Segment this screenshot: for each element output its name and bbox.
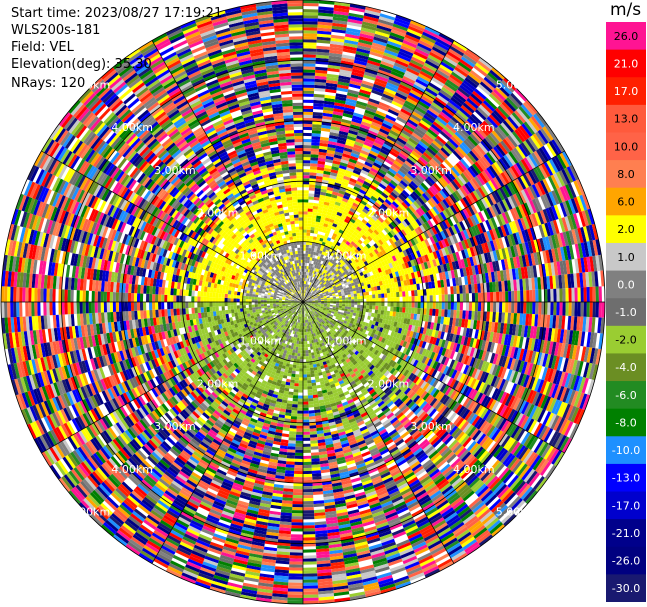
colorbar-tick-label: -13.0 xyxy=(612,472,640,485)
colorbar-tick-label: -26.0 xyxy=(612,555,640,568)
colorbar-tick-label: -21.0 xyxy=(612,527,640,540)
colorbar-bin xyxy=(606,408,646,437)
colorbar-bin xyxy=(606,132,646,161)
range-ring-label: 1.00km xyxy=(325,335,367,348)
range-ring-label: 1.00km xyxy=(325,249,367,262)
azimuth-line xyxy=(302,301,565,454)
colorbar-unit: m/s xyxy=(610,0,642,20)
colorbar-bin xyxy=(606,491,646,520)
colorbar-bin xyxy=(606,104,646,133)
azimuth-lines xyxy=(1,0,605,604)
azimuth-line xyxy=(151,301,304,564)
colorbar: 26.0 21.0 17.0 13.0 10.0 8.0 6.0 2.0 1.0 0.0 -1.0 -… xyxy=(606,22,646,602)
colorbar-tick-label: 8.0 xyxy=(617,168,635,181)
range-ring-label: 3.00km xyxy=(154,164,196,177)
range-ring-label: 4.00km xyxy=(453,121,495,134)
colorbar-bin xyxy=(606,187,646,216)
scan-info: Start time: 2023/08/27 17:19:21 WLS200s-… xyxy=(11,5,222,92)
colorbar-tick-label: -1.0 xyxy=(615,306,636,319)
colorbar-bin xyxy=(606,49,646,78)
colorbar-tick-label: 21.0 xyxy=(614,57,639,70)
colorbar-tick-label: 2.0 xyxy=(617,223,635,236)
colorbar-tick-label: -30.0 xyxy=(612,582,640,595)
velocity-field xyxy=(1,0,605,604)
nrays: NRays: 120 xyxy=(11,76,86,91)
colorbar-bin xyxy=(606,519,646,548)
colorbar-tick-label: 1.0 xyxy=(617,251,635,264)
range-ring-label: 3.00km xyxy=(410,420,452,433)
elevation: Elevation(deg): 35.30 xyxy=(11,57,152,72)
colorbar-tick-label: 10.0 xyxy=(614,140,639,153)
colorbar-bin xyxy=(606,353,646,382)
colorbar-bin xyxy=(606,546,646,575)
colorbar-tick-label: 17.0 xyxy=(614,85,639,98)
range-ring-labels: 1.00km 1.00km 1.00km 1.00km 2.00km 2.00km 2.00… xyxy=(69,78,538,518)
range-ring-label: 2.00km xyxy=(197,207,239,220)
colorbar-bin xyxy=(606,215,646,244)
azimuth-line xyxy=(302,301,455,564)
azimuth-line xyxy=(41,301,304,454)
range-ring-label: 5.00km xyxy=(496,78,538,91)
colorbar-bin xyxy=(606,574,646,602)
instrument-name: WLS200s-181 xyxy=(11,23,101,38)
colorbar-tick-label: -8.0 xyxy=(615,416,636,429)
range-ring-label: 5.00km xyxy=(69,506,111,519)
range-ring-label: 3.00km xyxy=(410,164,452,177)
range-ring-label: 5.00km xyxy=(496,506,538,519)
colorbar-bin xyxy=(606,77,646,106)
start-time: Start time: 2023/08/27 17:19:21 xyxy=(11,6,223,21)
azimuth-line xyxy=(302,40,455,303)
range-ring-label: 1.00km xyxy=(240,335,282,348)
range-ring-label: 3.00km xyxy=(154,420,196,433)
azimuth-line xyxy=(151,40,304,303)
range-ring-label: 4.00km xyxy=(453,463,495,476)
colorbar-bin xyxy=(606,22,646,51)
colorbar-bin xyxy=(606,160,646,189)
colorbar-bin xyxy=(606,325,646,354)
range-ring-label: 2.00km xyxy=(368,377,410,390)
range-ring-label: 2.00km xyxy=(197,377,239,390)
range-ring-label: 1.00km xyxy=(240,249,282,262)
colorbar-bin xyxy=(606,381,646,410)
range-ring-label: 4.00km xyxy=(111,463,153,476)
azimuth-line xyxy=(41,150,304,303)
colorbar-tick-label: 13.0 xyxy=(614,113,639,126)
colorbar-tick-label: -6.0 xyxy=(615,389,636,402)
colorbar-bin xyxy=(606,270,646,299)
colorbar-tick-label: 26.0 xyxy=(614,30,639,43)
colorbar-bin xyxy=(606,298,646,327)
colorbar-tick-label: -2.0 xyxy=(615,334,636,347)
colorbar-bin xyxy=(606,436,646,465)
colorbar-tick-label: -17.0 xyxy=(612,499,640,512)
field-name: Field: VEL xyxy=(11,40,74,55)
colorbar-tick-label: 6.0 xyxy=(617,196,635,209)
colorbar-tick-label: 0.0 xyxy=(617,278,635,291)
colorbar-tick-label: -10.0 xyxy=(612,444,640,457)
azimuth-line xyxy=(302,150,565,303)
colorbar-bin xyxy=(606,463,646,493)
range-ring-label: 5.00km xyxy=(69,78,111,91)
range-ring-label: 4.00km xyxy=(111,121,153,134)
colorbar-bin xyxy=(606,242,646,272)
range-ring-label: 2.00km xyxy=(368,207,410,220)
colorbar-tick-label: -4.0 xyxy=(615,361,636,374)
